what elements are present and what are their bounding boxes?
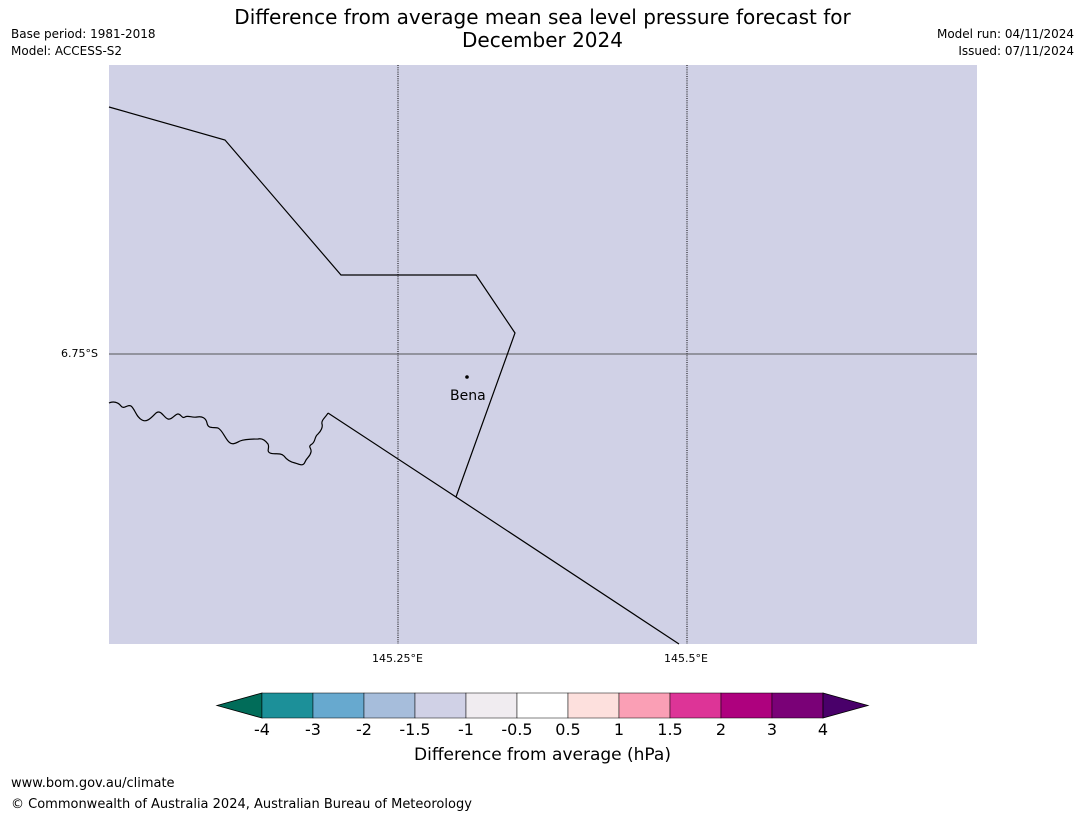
colorbar-swatch — [771, 692, 824, 719]
colorbar-swatch — [261, 692, 314, 719]
header-left: Base period: 1981-2018 Model: ACCESS-S2 — [11, 26, 156, 60]
province-boundary-south — [327, 412, 680, 645]
colorbar-swatch — [363, 692, 416, 719]
colorbar — [215, 692, 870, 719]
colorbar-swatch — [720, 692, 773, 719]
colorbar-tick-label: -0.5 — [501, 720, 533, 739]
colorbar-swatch — [669, 692, 722, 719]
model-text: Model: ACCESS-S2 — [11, 44, 123, 58]
colorbar-tick-label: 0.5 — [555, 720, 581, 739]
colorbar-tick-label: 1 — [613, 720, 625, 739]
colorbar-extend-high — [822, 692, 870, 719]
colorbar-tick-label: -1 — [458, 720, 474, 739]
river-line — [108, 401, 329, 466]
latitude-label: 6.75°S — [61, 347, 98, 360]
colorbar-swatch — [465, 692, 518, 719]
colorbar-tick-label: -2 — [356, 720, 372, 739]
colorbar-swatch — [567, 692, 620, 719]
footer-copyright: © Commonwealth of Australia 2024, Austra… — [11, 797, 472, 812]
title-line-2: December 2024 — [462, 28, 623, 52]
place-label: Bena — [450, 388, 486, 404]
colorbar-swatch — [312, 692, 365, 719]
issued-text: Issued: 07/11/2024 — [958, 44, 1074, 58]
colorbar-label: Difference from average (hPa) — [414, 745, 671, 765]
colorbar-tick-label: -3 — [305, 720, 321, 739]
colorbar-swatch — [618, 692, 671, 719]
colorbar-swatch — [516, 692, 569, 719]
colorbar-tick-label: 2 — [715, 720, 727, 739]
footer-url: www.bom.gov.au/climate — [11, 776, 175, 791]
footer: www.bom.gov.au/climate © Commonwealth of… — [11, 773, 472, 815]
colorbar-extend-low — [215, 692, 263, 719]
page-title: Difference from average mean sea level p… — [0, 6, 1085, 52]
province-boundary — [108, 106, 516, 498]
longitude-label-2: 145.5°E — [664, 652, 708, 665]
place-marker — [465, 375, 469, 379]
base-period-text: Base period: 1981-2018 — [11, 27, 156, 41]
longitude-label-1: 145.25°E — [372, 652, 423, 665]
header-right: Model run: 04/11/2024 Issued: 07/11/2024 — [937, 26, 1074, 60]
model-run-text: Model run: 04/11/2024 — [936, 27, 1074, 41]
colorbar-tick-label: -1.5 — [399, 720, 431, 739]
title-line-1: Difference from average mean sea level p… — [234, 5, 851, 29]
colorbar-tick-label: -4 — [254, 720, 270, 739]
colorbar-tick-label: 1.5 — [657, 720, 683, 739]
colorbar-swatch — [414, 692, 467, 719]
colorbar-tick-label: 3 — [766, 720, 778, 739]
colorbar-tick-label: 4 — [817, 720, 829, 739]
